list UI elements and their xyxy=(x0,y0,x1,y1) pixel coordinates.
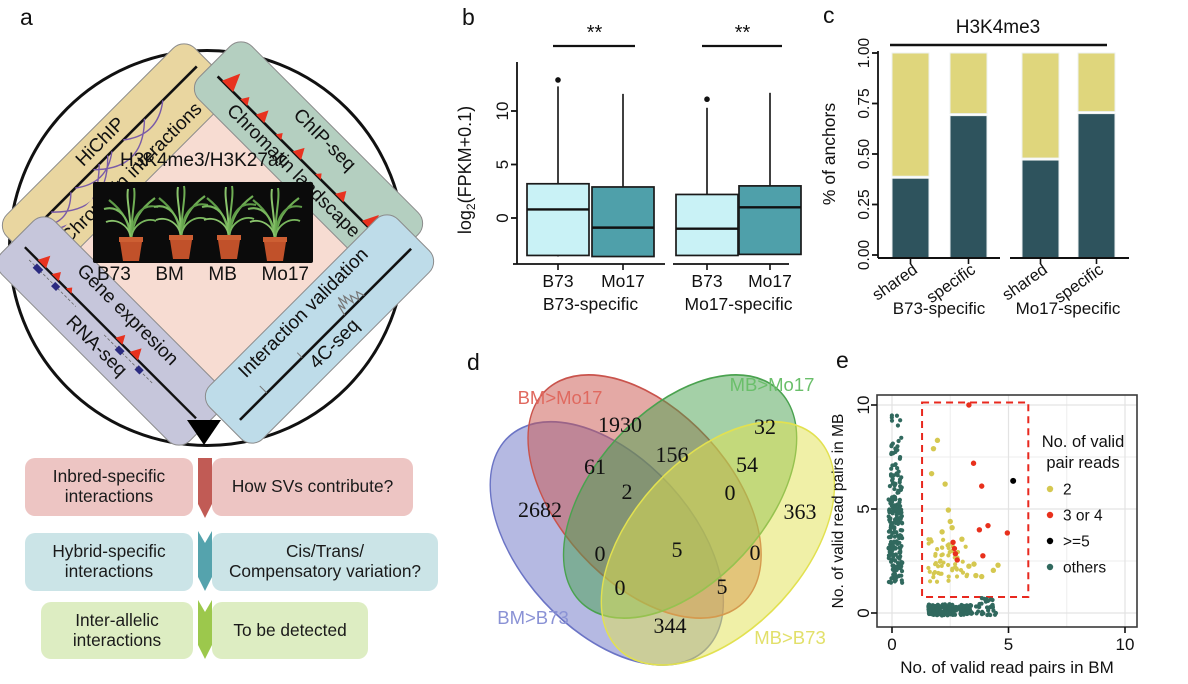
panel-e-letter: e xyxy=(836,347,849,373)
svg-text:0.00: 0.00 xyxy=(856,240,873,271)
flow-left-inbred: Inbred-specific interactions xyxy=(25,458,193,516)
svg-text:shared: shared xyxy=(999,261,1051,305)
svg-text:log2(FPKM+0.1): log2(FPKM+0.1) xyxy=(455,106,478,234)
svg-text:10: 10 xyxy=(854,396,873,415)
svg-text:Mo17: Mo17 xyxy=(601,271,645,291)
antibody-title: H3K4me3/H3K27ac xyxy=(120,150,288,171)
flow-left-hybrid: Hybrid-specific interactions xyxy=(25,533,193,591)
svg-text:Mo17-specific: Mo17-specific xyxy=(685,294,793,314)
ribbon-chipseq: ChIP-seq Chromatin landscape xyxy=(187,34,430,278)
panel-d-letter: d xyxy=(467,349,480,375)
svg-text:Mo17-specific: Mo17-specific xyxy=(1016,299,1121,318)
plant-label-mo17: Mo17 xyxy=(261,264,309,285)
ribbon-rnaseq: Gene expresion RNA-seq xyxy=(0,209,233,453)
svg-text:0: 0 xyxy=(887,635,896,654)
venn-region-count: 363 xyxy=(783,499,817,524)
rna-peaks-genes-icon xyxy=(23,246,197,419)
boxplot-chart: 0 5 10 log2(FPKM+0.1) ** B73-specific B73 Mo17 *… xyxy=(455,22,802,314)
svg-text:5: 5 xyxy=(1004,635,1013,654)
svg-text:10: 10 xyxy=(493,102,512,121)
plant-label-mb: MB xyxy=(208,264,237,285)
svg-text:pair reads: pair reads xyxy=(1046,454,1119,472)
svg-text:**: ** xyxy=(735,22,751,44)
svg-text:0.50: 0.50 xyxy=(856,139,873,170)
svg-text:0: 0 xyxy=(493,213,512,222)
venn-region-count: 1930 xyxy=(598,412,642,437)
panel-c: c H3K4me3 0.00 0.25 0.50 0.75 1.00 % of anchor… xyxy=(815,0,1188,345)
svg-text:5: 5 xyxy=(493,160,512,169)
venn-region-count: 2 xyxy=(621,479,633,504)
venn-region-count: 344 xyxy=(653,613,687,638)
svg-text:0.75: 0.75 xyxy=(856,88,873,118)
points-layer xyxy=(886,402,1017,618)
svg-text:shared: shared xyxy=(869,261,921,305)
venn-region-count: 61 xyxy=(584,454,606,479)
panel-b: b 0 5 10 log2(FPKM+0.1) ** B73-specific B73 Mo1… xyxy=(455,0,820,345)
venn-region-count: 0 xyxy=(614,575,626,600)
venn-set-label: MB>Mo17 xyxy=(729,374,815,395)
svg-text:0.25: 0.25 xyxy=(856,189,873,219)
plant-label-bm: BM xyxy=(155,264,184,285)
venn-region-count: 32 xyxy=(754,414,776,439)
venn-region-count: 5 xyxy=(716,574,728,599)
venn-region-count: 0 xyxy=(749,540,761,565)
venn-set-label: BM>Mo17 xyxy=(517,387,603,408)
flow-right-cistrans: Cis/Trans/ Compensatory variation? xyxy=(212,533,438,591)
venn-region-count: 5 xyxy=(671,537,683,562)
svg-text:10: 10 xyxy=(1116,635,1135,654)
maize-plants-graphic xyxy=(102,184,304,263)
venn-region-count: 156 xyxy=(655,442,689,467)
panel-b-letter: b xyxy=(462,4,475,30)
svg-text:B73-specific: B73-specific xyxy=(543,294,639,314)
svg-text:2: 2 xyxy=(1063,482,1072,499)
svg-text:others: others xyxy=(1063,560,1106,577)
svg-text:B73: B73 xyxy=(691,271,722,291)
svg-text:B73-specific: B73-specific xyxy=(893,299,986,318)
chip-peaks-icon xyxy=(216,73,390,249)
flow-right-detected: To be detected xyxy=(212,602,368,659)
svg-text:Mo17: Mo17 xyxy=(748,271,792,291)
svg-text:No. of valid: No. of valid xyxy=(1042,433,1125,451)
svg-text:No. of valid read pairs in MB: No. of valid read pairs in MB xyxy=(830,414,847,609)
down-arrow-icon xyxy=(187,420,221,445)
svg-text:1.00: 1.00 xyxy=(856,38,873,69)
panel-c-letter: c xyxy=(823,2,835,28)
flow-arrow-1-icon xyxy=(198,458,212,518)
panel-e: e 0 5 10 0 5 10 No. of valid read pairs in BM N… xyxy=(830,345,1188,684)
panel-a-letter: a xyxy=(20,4,33,30)
flow-arrow-3-icon xyxy=(198,600,212,659)
svg-text:0: 0 xyxy=(854,608,873,617)
svg-text:>=5: >=5 xyxy=(1063,534,1090,551)
ribbon-4cseq: Interaction validation 4C-seq xyxy=(198,207,441,451)
venn-region-count: 0 xyxy=(724,480,736,505)
venn-set-label: MB>B73 xyxy=(754,627,826,648)
4c-signal-icon xyxy=(238,248,412,422)
maize-plants-photo xyxy=(93,182,313,263)
flow-right-svs: How SVs contribute? xyxy=(212,458,413,516)
svg-text:B73: B73 xyxy=(542,271,573,291)
flow-arrow-2-icon xyxy=(198,531,212,591)
venn-diagram xyxy=(489,374,836,666)
svg-text:No. of valid read pairs in BM: No. of valid read pairs in BM xyxy=(900,658,1114,677)
plant-label-b73: B73 xyxy=(97,264,131,285)
svg-text:5: 5 xyxy=(854,504,873,513)
plant-labels: B73 BM MB Mo17 xyxy=(93,264,313,286)
panel-d: d 1930 32 156 61 54 2 0 2682 363 0 5 0 0 5 344 BM>Mo17 M… xyxy=(455,345,845,684)
panel-a: a HiChIP Chromatin interactions ChIP-seq… xyxy=(0,0,455,684)
highlight-box xyxy=(921,401,1030,598)
stacked-bar-chart: H3K4me3 0.00 0.25 0.50 0.75 1.00 % of anchors s… xyxy=(819,17,1129,318)
venn-region-count: 54 xyxy=(736,452,758,477)
venn-set-label: BM>B73 xyxy=(497,607,569,628)
svg-text:% of anchors: % of anchors xyxy=(819,103,839,205)
svg-text:3 or 4: 3 or 4 xyxy=(1063,508,1103,525)
venn-region-count: 2682 xyxy=(518,497,562,522)
svg-text:H3K4me3: H3K4me3 xyxy=(956,17,1041,38)
venn-region-count: 0 xyxy=(594,541,606,566)
flow-left-interallelic: Inter-allelic interactions xyxy=(41,602,193,659)
svg-text:**: ** xyxy=(587,22,603,44)
